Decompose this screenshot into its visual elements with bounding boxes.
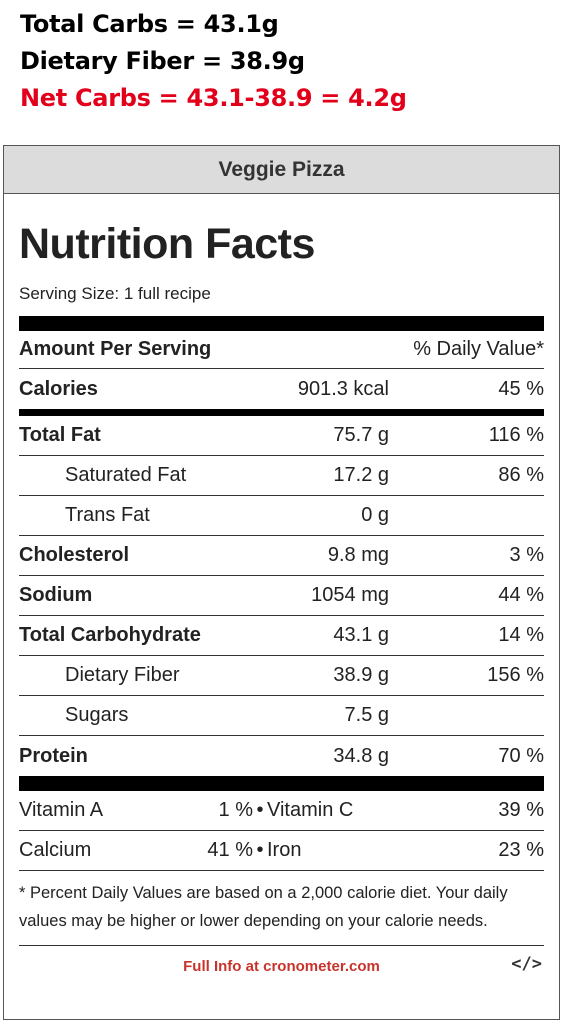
nutrient-amount: 0 g [361,504,389,526]
nutrient-dv: 156 % [487,664,544,686]
calories-label: Calories [19,377,98,400]
nutrition-facts-body: Nutrition Facts Serving Size: 1 full rec… [19,194,544,986]
nutrient-amount: 43.1 g [333,624,389,646]
nutrient-row-cholesterol: Cholesterol 9.8 mg 3 % [19,536,544,576]
nutrient-row-total-carbohydrate: Total Carbohydrate 43.1 g 14 % [19,616,544,656]
nutrient-name: Dietary Fiber [65,664,180,686]
medium-divider [19,409,544,416]
nutrient-dv: 3 % [509,544,544,566]
nutrient-name: Saturated Fat [65,464,187,486]
nutrient-amount: 34.8 g [333,744,389,767]
total-carbs-line: Total Carbs = 43.1g [20,10,279,38]
dietary-fiber-line: Dietary Fiber = 38.9g [20,47,305,75]
nutrient-dv: 86 % [498,464,544,486]
nutrient-row-sodium: Sodium 1054 mg 44 % [19,576,544,616]
vitamin-left-name: Vitamin A [19,799,104,821]
nutrient-amount: 38.9 g [333,664,389,686]
nutrient-dv: 70 % [498,744,544,767]
nutrient-amount: 9.8 mg [327,544,389,566]
nutrient-name: Sodium [19,584,93,606]
nutrient-amount: 1054 mg [311,584,389,606]
full-info-link[interactable]: Full Info at cronometer.com [183,957,380,975]
vitamin-right-dv: 23 % [498,839,544,861]
serving-size: Serving Size: 1 full recipe [19,284,211,303]
net-carbs-line: Net Carbs = 43.1-38.9 = 4.2g [20,84,407,112]
nutrition-label: Veggie Pizza Nutrition Facts Serving Siz… [3,145,560,1020]
vitamin-row: Vitamin A 1 % • Vitamin C 39 % [19,791,544,831]
nutrient-row-sugars: Sugars 7.5 g [19,696,544,736]
nutrient-row-trans-fat: Trans Fat 0 g [19,496,544,536]
nutrient-dv: 116 % [488,424,544,446]
nutrient-name: Protein [19,744,88,767]
nutrient-name: Cholesterol [19,544,130,566]
vitamin-left-dv: 1 % [218,799,253,821]
vitamin-right-dv: 39 % [498,799,544,821]
recipe-title: Veggie Pizza [4,146,559,194]
nutrient-name: Total Carbohydrate [19,624,201,646]
calories-row: Calories 901.3 kcal 45 % [19,369,544,409]
vitamin-right-name: Vitamin C [267,799,354,821]
nutrient-name: Total Fat [19,424,101,446]
nutrient-name: Sugars [65,704,129,726]
nutrient-row-total-fat: Total Fat 75.7 g 116 % [19,416,544,456]
nutrient-dv: 44 % [498,584,544,606]
thick-divider [19,316,544,331]
nutrient-amount: 75.7 g [333,424,389,446]
nutrient-dv: 14 % [498,624,544,646]
net-carbs-header: Total Carbs = 43.1g Dietary Fiber = 38.9… [20,6,553,117]
nutrient-row-saturated-fat: Saturated Fat 17.2 g 86 % [19,456,544,496]
vitamin-right-name: Iron [267,839,302,861]
amount-per-serving-label: Amount Per Serving [19,338,212,360]
nutrient-name: Trans Fat [65,504,150,526]
nutrient-row-protein: Protein 34.8 g 70 % [19,736,544,776]
bullet-separator: • [256,799,264,821]
vitamin-row: Calcium 41 % • Iron 23 % [19,831,544,871]
thick-divider [19,776,544,791]
bullet-separator: • [256,839,264,861]
nutrition-facts-title: Nutrition Facts [19,220,315,268]
calories-amount: 901.3 kcal [297,377,389,400]
vitamin-left-name: Calcium [19,839,92,861]
vitamin-left-dv: 41 % [207,839,253,861]
embed-code-icon[interactable]: </> [511,954,542,974]
daily-value-header: % Daily Value* [413,338,544,360]
nutrient-row-dietary-fiber: Dietary Fiber 38.9 g 156 % [19,656,544,696]
nutrient-amount: 17.2 g [333,464,389,486]
footer: Full Info at cronometer.com </> [19,946,544,986]
calories-dv: 45 % [498,377,544,400]
amount-per-serving-header: Amount Per Serving % Daily Value* [19,331,544,369]
nutrient-amount: 7.5 g [344,704,389,726]
daily-value-footnote: * Percent Daily Values are based on a 2,… [19,871,544,946]
